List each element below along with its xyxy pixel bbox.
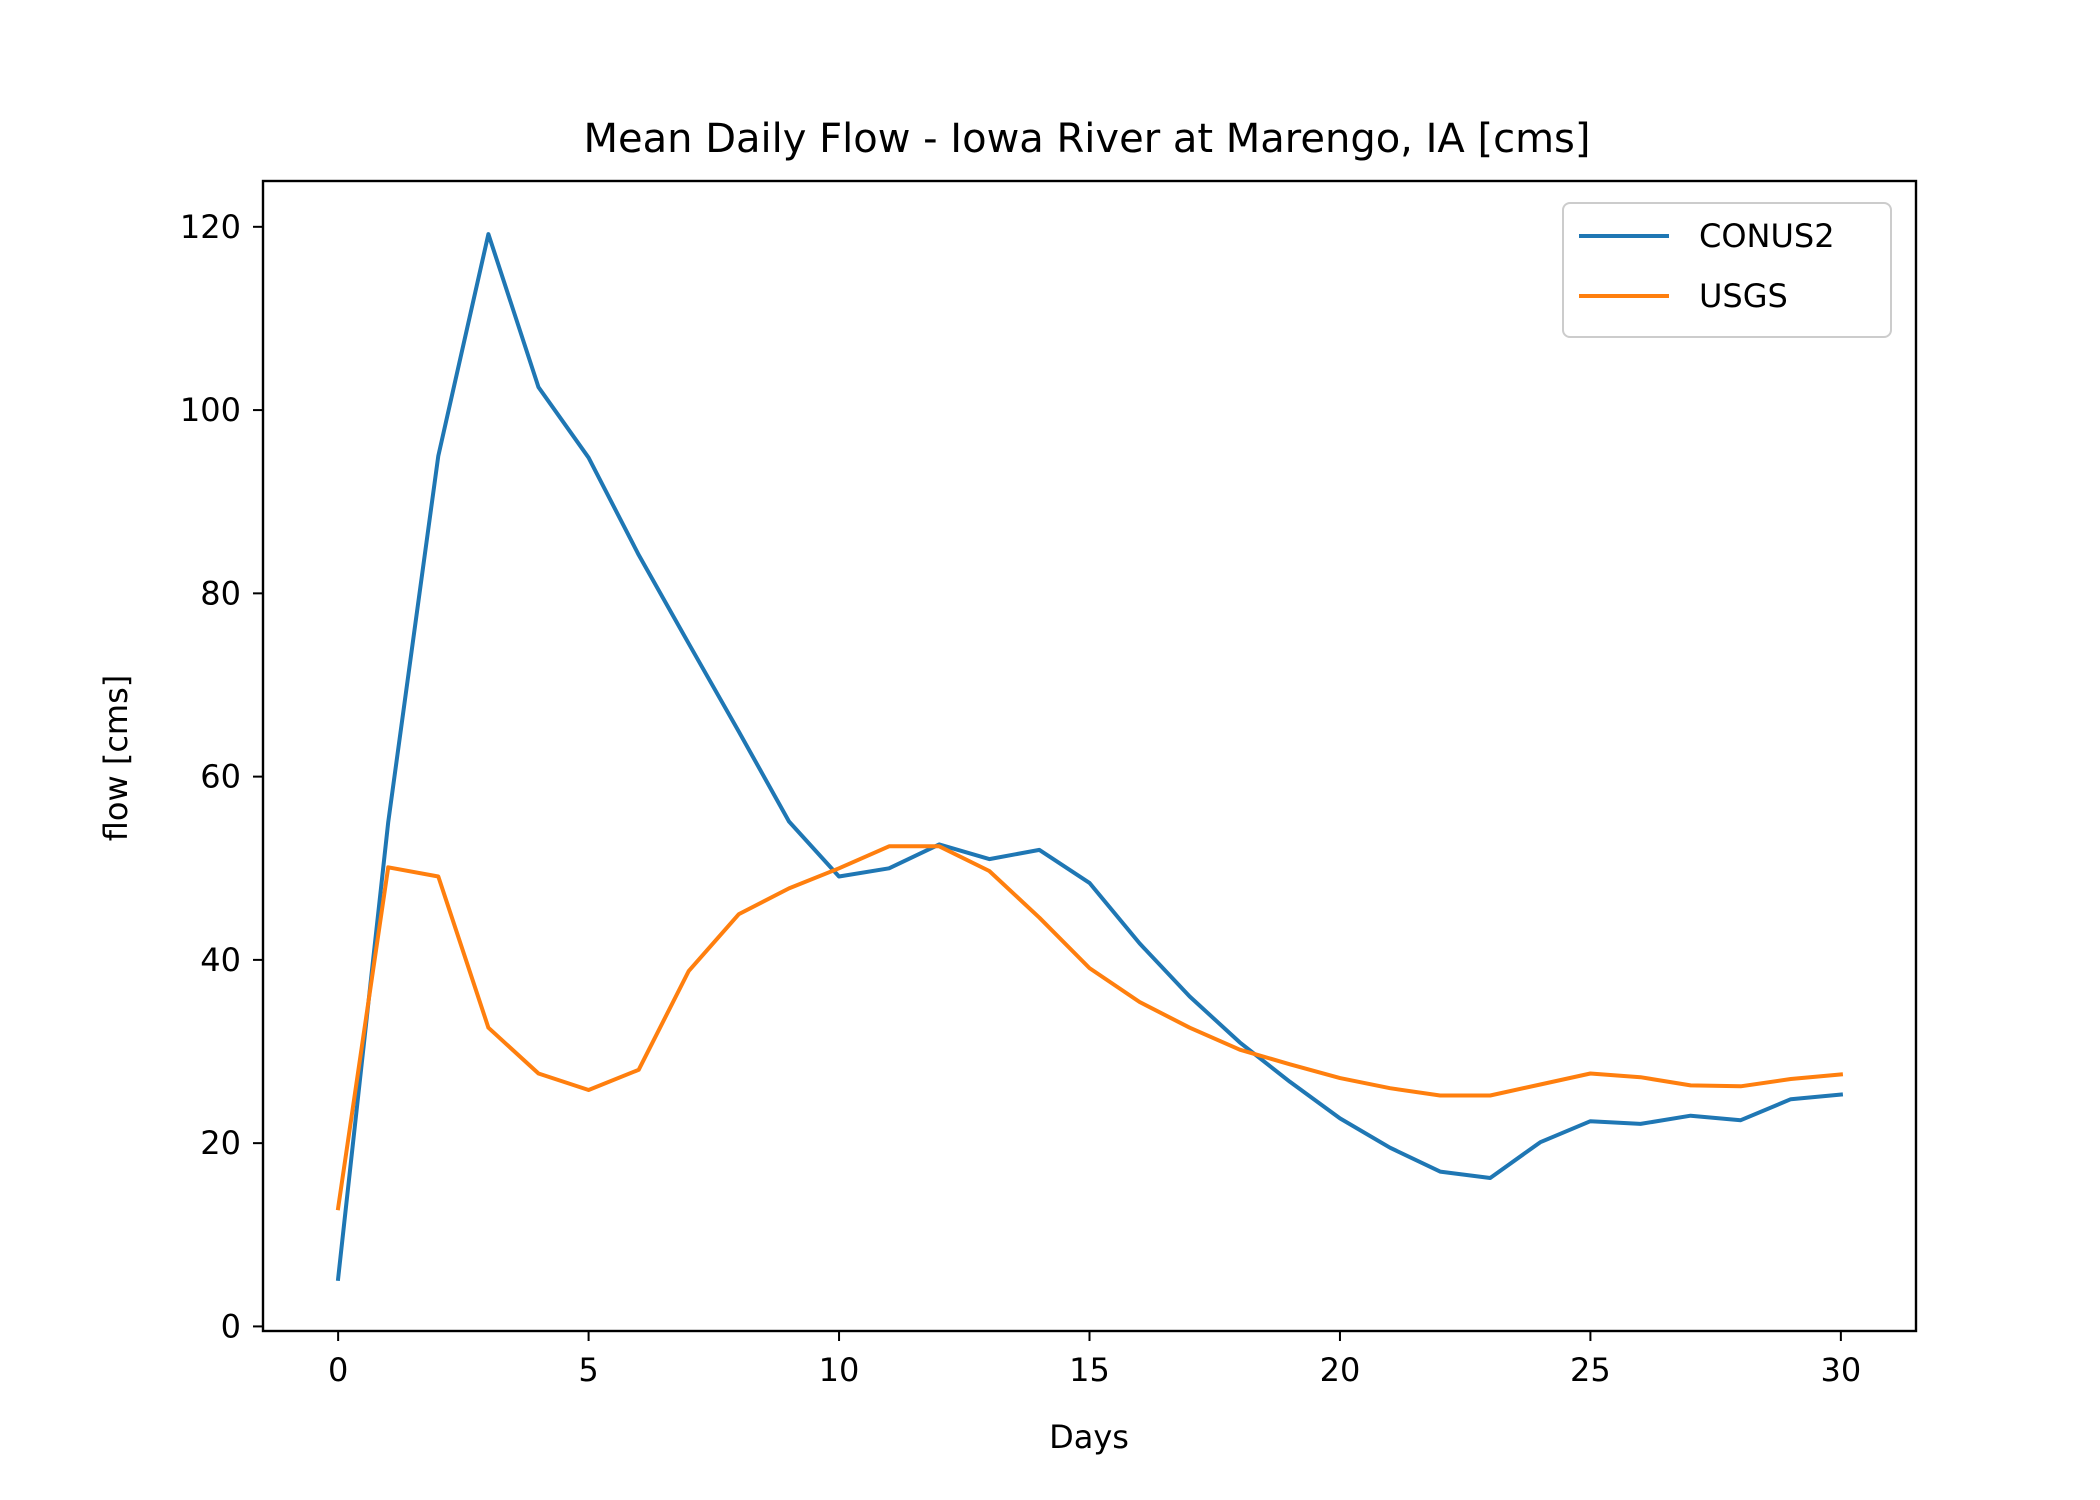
x-tick-label: 5 [578,1351,598,1389]
x-tick-label: 10 [819,1351,860,1389]
y-tick-label: 120 [180,208,241,246]
chart-title: Mean Daily Flow - Iowa River at Marengo,… [584,116,1591,162]
y-tick-label: 20 [200,1124,241,1162]
y-axis-title: flow [cms] [97,675,135,841]
x-axis-title: Days [1049,1418,1129,1456]
legend-label-conus2: CONUS2 [1699,217,1835,255]
y-tick-label: 100 [180,391,241,429]
y-tick-label: 0 [221,1307,241,1345]
x-axis-ticks: 0 5 10 15 20 25 30 [328,1331,1861,1389]
legend-label-usgs: USGS [1699,277,1788,315]
legend: CONUS2 USGS [1562,202,1892,338]
plot-frame [261,179,1918,1333]
y-axis-ticks: 0 20 40 60 80 100 120 [180,208,263,1345]
y-tick-label: 40 [200,941,241,979]
x-tick-label: 20 [1320,1351,1361,1389]
x-tick-label: 30 [1821,1351,1862,1389]
series-line-usgs [335,844,1844,1211]
y-tick-label: 60 [200,758,241,796]
y-tick-label: 80 [200,574,241,612]
x-tick-label: 15 [1069,1351,1110,1389]
x-tick-label: 25 [1570,1351,1611,1389]
series-layer [335,232,1844,1282]
series-line-conus2 [335,232,1844,1282]
x-tick-label: 0 [328,1351,348,1389]
